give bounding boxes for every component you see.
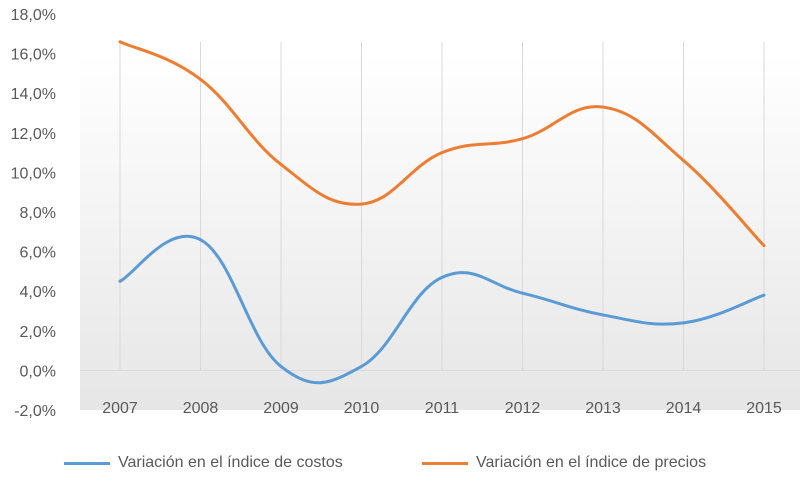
x-tick-label-2007: 2007 xyxy=(102,400,138,417)
data-point-costos-2008 xyxy=(199,238,202,242)
data-point-costos-2014 xyxy=(682,321,685,325)
y-tick-label: 8,0% xyxy=(20,205,56,222)
data-point-precios-2015 xyxy=(762,244,766,248)
legend-swatch-precios xyxy=(422,461,468,465)
x-tick-label-2012: 2012 xyxy=(505,400,541,417)
x-tick-label-2008: 2008 xyxy=(183,400,219,417)
data-point-precios-2007 xyxy=(118,40,122,44)
gridlines xyxy=(80,42,800,371)
data-point-costos-2010 xyxy=(360,364,363,368)
y-tick-label: 12,0% xyxy=(11,126,56,143)
data-point-costos-2013 xyxy=(601,313,605,317)
legend-item-costos: Variación en el índice de costos xyxy=(64,448,343,478)
data-point-costos-2015 xyxy=(762,293,766,297)
data-point-precios-2012 xyxy=(521,137,524,141)
series-lines xyxy=(118,40,766,385)
data-point-costos-2009 xyxy=(279,364,283,368)
x-tick-label-2009: 2009 xyxy=(263,400,299,417)
data-point-costos-2007 xyxy=(118,279,122,283)
x-tick-label-2014: 2014 xyxy=(666,400,702,417)
legend-swatch-costos xyxy=(64,461,110,465)
y-tick-label: 0,0% xyxy=(20,363,56,380)
y-tick-label: 6,0% xyxy=(20,245,56,262)
legend-label-costos: Variación en el índice de costos xyxy=(118,454,343,471)
series-line-costos xyxy=(119,234,765,385)
data-point-precios-2014 xyxy=(682,159,685,163)
legend-item-precios: Variación en el índice de precios xyxy=(422,448,706,478)
plot-area xyxy=(80,54,800,410)
y-tick-label: 16,0% xyxy=(11,47,56,64)
data-point-costos-2011 xyxy=(440,275,444,279)
data-point-precios-2009 xyxy=(279,162,283,166)
y-tick-label: 14,0% xyxy=(11,86,56,103)
legend-label-precios: Variación en el índice de precios xyxy=(476,454,707,471)
x-axis-ticks: 2007 2008 2009 2010 2011 2012 2013 2014 2015 xyxy=(102,400,782,417)
y-tick-label: -2,0% xyxy=(14,403,56,420)
y-tick-label: 18,0% xyxy=(11,7,56,24)
data-point-costos-2012 xyxy=(521,291,524,295)
y-tick-label: 4,0% xyxy=(20,284,56,301)
data-point-precios-2008 xyxy=(199,77,202,81)
y-tick-label: 10,0% xyxy=(11,165,56,182)
x-tick-label-2011: 2011 xyxy=(425,400,460,417)
data-point-precios-2013 xyxy=(601,105,605,109)
data-point-precios-2011 xyxy=(440,151,444,155)
data-point-precios-2010 xyxy=(360,202,363,206)
legend: Variación en el índice de costos Variaci… xyxy=(0,448,800,478)
y-tick-label: 2,0% xyxy=(20,324,56,341)
x-tick-label-2013: 2013 xyxy=(585,400,621,417)
x-tick-label-2010: 2010 xyxy=(344,400,380,417)
y-axis-ticks: -2,0% 0,0% 2,0% 4,0% 6,0% 8,0% 10,0% 12,0% 14,0%… xyxy=(11,7,56,420)
x-tick-label-2015: 2015 xyxy=(746,400,782,417)
